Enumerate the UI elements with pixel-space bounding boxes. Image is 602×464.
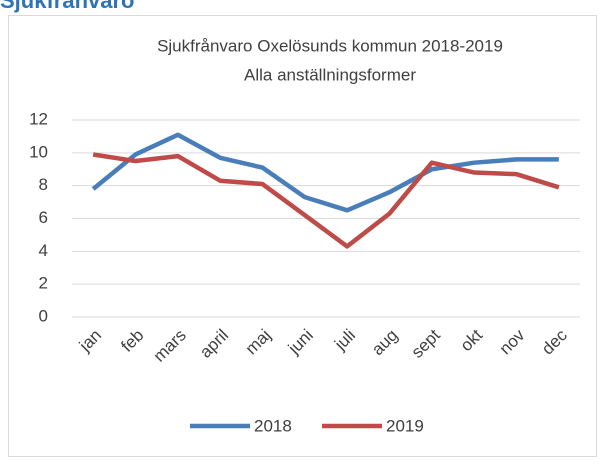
y-tick-label: 10 (29, 142, 48, 161)
y-tick-label: 12 (29, 109, 48, 128)
y-tick-label: 4 (39, 241, 48, 260)
line-series (92, 152, 560, 249)
legend-label: 2019 (386, 416, 424, 435)
chart-border (8, 15, 597, 457)
y-tick-label: 8 (39, 175, 48, 194)
y-tick-label: 2 (39, 274, 48, 293)
chart-title: Sjukfrånvaro Oxelösunds kommun 2018-2019 (157, 36, 503, 55)
line-series (91, 132, 559, 213)
y-tick-label: 0 (39, 306, 48, 325)
chart-subtitle: Alla anställningsformer (244, 65, 416, 84)
legend-label: 2018 (254, 416, 292, 435)
y-tick-label: 6 (39, 208, 48, 227)
heading: Sjukfrånvaro (0, 0, 135, 13)
